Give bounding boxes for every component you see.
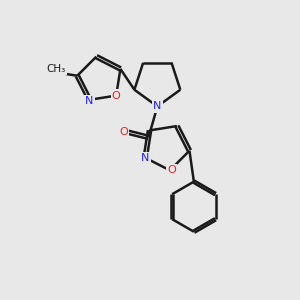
Text: N: N	[85, 96, 94, 106]
Text: N: N	[153, 101, 161, 111]
Text: CH₃: CH₃	[47, 64, 66, 74]
Text: N: N	[141, 153, 149, 163]
Text: O: O	[119, 127, 128, 137]
Text: O: O	[167, 165, 176, 175]
Text: O: O	[112, 91, 121, 100]
